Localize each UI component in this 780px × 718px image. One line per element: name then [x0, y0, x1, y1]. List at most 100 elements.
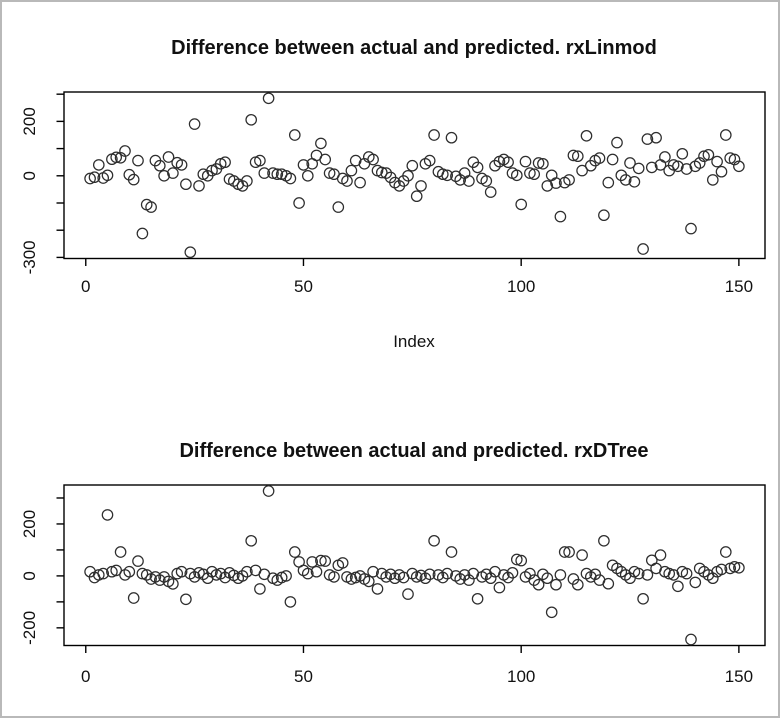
data-point	[410, 190, 423, 203]
x-tick-label: 50	[294, 667, 313, 686]
y-tick-label: -200	[20, 611, 39, 645]
data-point	[515, 554, 528, 567]
data-point	[114, 546, 127, 558]
data-point	[319, 153, 332, 166]
y-tick-label: -300	[20, 240, 39, 274]
plot-box	[63, 484, 766, 647]
data-point	[367, 153, 379, 166]
data-point	[680, 163, 693, 175]
data-point	[88, 171, 101, 184]
data-point	[471, 161, 484, 174]
data-point	[241, 565, 253, 578]
data-point	[436, 168, 449, 181]
data-point	[719, 129, 732, 141]
data-point	[632, 567, 645, 580]
data-point	[680, 567, 693, 580]
data-point	[702, 148, 715, 161]
data-point	[158, 169, 170, 182]
data-point	[180, 178, 192, 191]
data-point	[158, 571, 170, 583]
data-point	[140, 569, 153, 581]
data-point	[188, 571, 201, 583]
data-point	[715, 563, 728, 576]
data-point	[127, 173, 140, 186]
data-point	[571, 578, 584, 591]
data-point	[733, 561, 745, 574]
data-point	[371, 583, 384, 595]
data-point	[510, 169, 523, 182]
data-point	[689, 576, 702, 589]
data-point	[506, 566, 519, 579]
data-point	[441, 567, 454, 580]
data-point	[293, 197, 305, 209]
data-point	[123, 565, 136, 578]
data-point	[484, 572, 497, 585]
data-point	[288, 546, 301, 558]
data-point	[454, 573, 467, 585]
data-point	[345, 164, 358, 177]
data-point	[484, 186, 497, 198]
data-point	[428, 534, 440, 547]
data-point	[641, 569, 654, 581]
data-point	[288, 129, 301, 141]
data-point	[537, 568, 549, 581]
data-point	[301, 169, 314, 182]
data-point	[645, 161, 658, 174]
data-point	[423, 568, 436, 581]
data-point	[110, 151, 123, 164]
data-point	[733, 160, 745, 173]
data-point	[563, 174, 575, 186]
data-point	[319, 555, 332, 567]
data-point	[637, 592, 649, 605]
data-point	[101, 509, 114, 521]
data-point	[628, 175, 641, 188]
data-point	[550, 578, 562, 591]
data-point	[632, 162, 645, 175]
data-point	[132, 154, 144, 167]
data-point	[188, 118, 201, 130]
data-point	[532, 157, 545, 169]
data-point	[598, 534, 610, 547]
data-point	[280, 570, 292, 582]
data-point	[589, 568, 602, 581]
x-tick-label: 100	[507, 277, 535, 296]
data-point	[445, 546, 458, 558]
data-point	[262, 92, 275, 105]
y-tick-label: 200	[20, 510, 39, 538]
data-point	[415, 180, 427, 192]
data-point	[672, 580, 684, 593]
data-point	[428, 129, 440, 141]
data-point	[624, 157, 636, 169]
data-point	[641, 133, 654, 145]
x-tick-label: 0	[81, 277, 90, 296]
data-point	[119, 145, 131, 157]
data-point	[92, 159, 105, 171]
data-point	[463, 175, 475, 187]
x-axis-label: Index	[393, 332, 435, 351]
data-point	[580, 129, 593, 142]
data-point	[180, 593, 192, 606]
data-point	[92, 569, 105, 581]
data-point	[711, 155, 723, 168]
data-point	[528, 168, 541, 181]
data-point	[602, 176, 615, 189]
data-point	[659, 151, 671, 163]
data-point	[593, 152, 606, 164]
data-point	[489, 159, 501, 172]
x-tick-label: 100	[507, 667, 535, 686]
data-point	[175, 159, 188, 171]
data-point	[267, 167, 279, 179]
data-point	[545, 169, 558, 182]
data-point	[127, 592, 140, 604]
data-point	[519, 155, 532, 168]
data-point	[97, 567, 110, 580]
data-point	[306, 556, 319, 568]
chart-title: Difference between actual and predicted.…	[171, 37, 657, 59]
data-point	[254, 154, 266, 167]
data-point	[471, 592, 484, 605]
data-point	[650, 131, 662, 144]
x-tick-label: 150	[725, 667, 753, 686]
data-point	[663, 567, 676, 580]
data-point	[619, 174, 632, 186]
